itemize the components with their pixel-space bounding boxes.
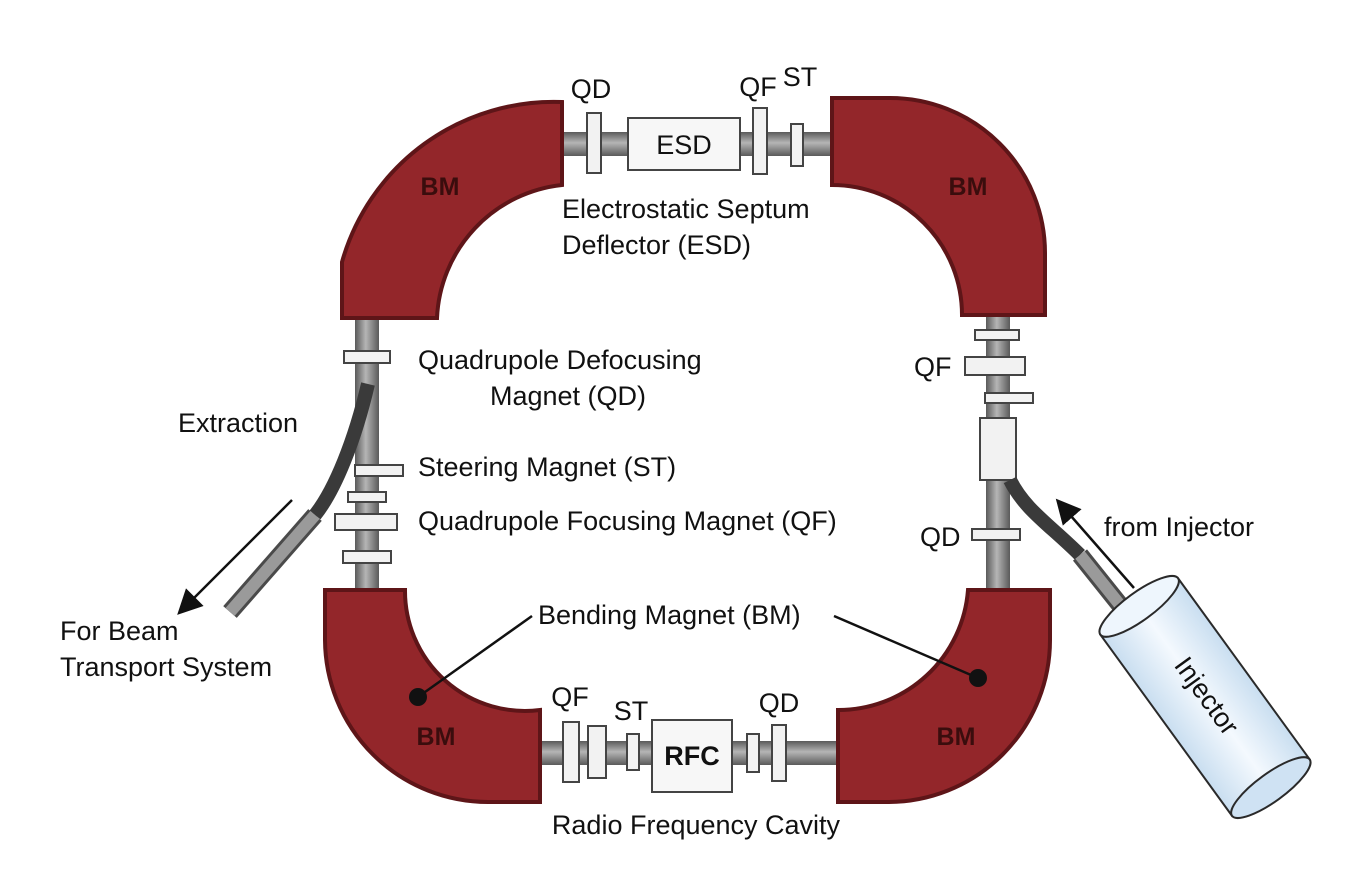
- bottom-qf-label: QF: [551, 682, 589, 712]
- bending-magnet-bottom-right: BM: [836, 588, 1052, 804]
- left-lower-magnet: [342, 550, 392, 564]
- bottom-qd-label: QD: [759, 688, 800, 718]
- extraction-arrow: [177, 499, 293, 615]
- top-st-label: ST: [783, 62, 818, 92]
- esd-box-label: ESD: [656, 130, 712, 160]
- bm-label-bottom-left: BM: [417, 723, 456, 751]
- top-qf-magnet: [752, 107, 768, 175]
- bottom-st-magnet: [626, 733, 640, 771]
- esd-caption-line2: Deflector (ESD): [562, 230, 751, 260]
- right-lower-small-magnet: [984, 392, 1034, 404]
- bending-magnet-top-right: BM: [830, 96, 1047, 317]
- left-st-magnet: [354, 464, 404, 477]
- left-qd-magnet: [343, 350, 391, 364]
- bending-magnet-top-left: BM: [340, 99, 564, 320]
- rfc-box: [651, 719, 733, 793]
- bm-callout-dot-right: [969, 669, 987, 687]
- bending-magnet-label: Bending Magnet (BM): [538, 600, 801, 630]
- qd-description-line1: Quadrupole Defocusing: [418, 345, 702, 375]
- injector: Injector: [1098, 574, 1312, 820]
- from-injector-label: from Injector: [1104, 512, 1254, 542]
- bottom-qf-magnet-2: [587, 725, 607, 779]
- extraction-pipe: [309, 382, 375, 520]
- rfc-box-label: RFC: [664, 741, 720, 771]
- qf-description: Quadrupole Focusing Magnet (QF): [418, 506, 837, 536]
- injection-pipe-curve: [1003, 476, 1085, 560]
- bottom-qf-magnet-1: [562, 721, 580, 783]
- right-qf-magnet: [964, 356, 1026, 376]
- bottom-st-label: ST: [614, 696, 649, 726]
- bm-label-bottom-right: BM: [937, 723, 976, 751]
- extraction-label: Extraction: [178, 408, 298, 438]
- rfc-caption: Radio Frequency Cavity: [552, 810, 841, 840]
- qd-description-line2: Magnet (QD): [490, 381, 646, 411]
- beam-transport-line2: Transport System: [60, 652, 272, 682]
- top-qd-magnet: [586, 112, 602, 174]
- bending-magnet-bottom-left: BM: [323, 588, 542, 804]
- bottom-qd-magnet-1: [746, 733, 760, 773]
- esd-box: [627, 117, 741, 171]
- bm-callout-line-right: [833, 614, 979, 680]
- bm-label-top-right: BM: [949, 173, 988, 201]
- top-st-magnet: [790, 123, 804, 167]
- left-extra-magnet: [347, 491, 387, 503]
- left-qf-magnet: [334, 513, 398, 531]
- top-qf-label: QF: [739, 72, 777, 102]
- right-qd-label: QD: [920, 522, 961, 552]
- right-qd-magnet: [971, 528, 1021, 541]
- bm-label-top-left: BM: [421, 173, 460, 201]
- bm-callout-line-left: [417, 614, 533, 699]
- beam-transport-line1: For Beam: [60, 616, 179, 646]
- top-qd-label: QD: [571, 74, 612, 104]
- right-injection-septum: [979, 417, 1017, 481]
- esd-caption-line1: Electrostatic Septum: [562, 194, 810, 224]
- extraction-pipe-inner: [225, 511, 320, 616]
- right-qf-label: QF: [914, 352, 952, 382]
- st-description: Steering Magnet (ST): [418, 452, 676, 482]
- right-top-small-magnet: [974, 329, 1020, 341]
- bm-callout-dot-left: [409, 688, 427, 706]
- bottom-qd-magnet-2: [771, 724, 787, 782]
- injection-arrow: [1055, 498, 1135, 589]
